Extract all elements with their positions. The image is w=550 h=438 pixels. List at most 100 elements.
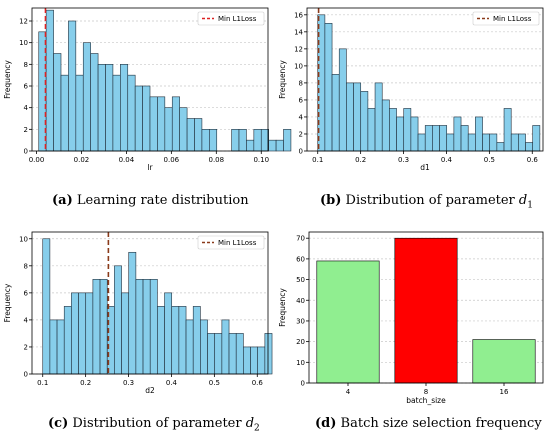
hist-bin-0-23	[209, 129, 218, 152]
hist-bin-1-3	[338, 48, 347, 152]
hist-bin-0-20	[186, 118, 195, 152]
hist-bin-2-1	[49, 319, 58, 375]
hist-bin-0-13	[134, 85, 143, 152]
hist-bin-1-4	[346, 82, 354, 152]
hist-bin-2-26	[228, 333, 237, 375]
xtick-label-0-1: 0.02	[74, 156, 90, 164]
ytick-label-3-30: 30	[296, 317, 305, 325]
caption-d-text: Batch size selection frequency	[340, 416, 542, 431]
ytick-label-3-40: 40	[296, 297, 305, 305]
hist-bin-1-11	[396, 116, 405, 152]
hist-bin-2-18	[171, 306, 180, 375]
ytick-label-1-6: 6	[299, 96, 304, 104]
ytick-label-2-2: 2	[24, 343, 28, 351]
hist-bin-2-2	[56, 319, 65, 375]
hist-bin-1-12	[403, 108, 412, 152]
hist-bin-1-17	[439, 125, 448, 152]
xtick-label-1-3: 0.4	[441, 156, 453, 164]
hist-bin-0-17	[164, 107, 173, 152]
xtick-label-2-2: 0.3	[123, 379, 134, 387]
ylabel-3: Frequency	[278, 288, 287, 327]
hist-bin-1-15	[424, 125, 433, 152]
xtick-label-2-1: 0.2	[80, 379, 91, 387]
ytick-label-2-4: 4	[24, 316, 29, 324]
hist-bin-2-17	[164, 292, 173, 375]
hist-bin-1-5	[353, 82, 362, 152]
xtick-label-1-5: 0.6	[527, 156, 539, 164]
legend-box-2	[197, 235, 265, 250]
hist-bin-0-11	[120, 64, 129, 152]
bar-batch-16	[472, 339, 536, 384]
hist-bin-1-24	[489, 133, 498, 152]
caption-b-text: Distribution of parameter	[345, 193, 519, 208]
hist-bin-2-29	[250, 346, 259, 375]
caption-c-sub: 2	[254, 423, 260, 434]
xtick-label-3-0: 4	[346, 388, 351, 396]
ytick-label-2-0: 0	[24, 371, 28, 379]
ytick-label-0-10: 10	[19, 39, 28, 47]
caption-b: (b) Distribution of parameter d1	[320, 193, 533, 211]
hist-bin-2-28	[243, 346, 251, 375]
hist-bin-2-22	[200, 319, 208, 375]
hist-bin-0-26	[231, 129, 240, 152]
hist-bin-2-19	[178, 306, 187, 375]
panel-d2-histogram: 0 2 4 6 8 10 0.1 0.2 0.3 0.4 0.5 0.6 Min L1Loss d2 Fre…	[3, 231, 273, 395]
panel-d1-histogram: 0 2 4 6 8 10 12 14 16 0.1 0.2 0.3 0.4 0.5 0.6 Min L1Los…	[278, 7, 544, 172]
hist-bin-2-11	[121, 292, 130, 375]
hist-bin-1-28	[518, 133, 526, 152]
ytick-label-3-60: 60	[296, 255, 305, 263]
caption-d-letter: (d)	[315, 416, 337, 431]
hist-bin-0-28	[246, 139, 255, 152]
ytick-label-1-0: 0	[299, 148, 303, 156]
xtick-label-1-0: 0.1	[312, 156, 323, 164]
hist-bin-1-10	[389, 108, 397, 152]
hist-bin-2-31	[264, 333, 273, 375]
hist-bin-2-8	[99, 279, 108, 375]
hist-bin-1-1	[324, 23, 333, 152]
hist-bin-1-18	[446, 133, 455, 152]
hist-bin-0-1	[45, 9, 54, 152]
xlabel-2: d2	[145, 386, 155, 395]
bar-batch-8	[394, 237, 458, 384]
ytick-label-1-2: 2	[299, 130, 303, 138]
xtick-label-2-0: 0.1	[37, 379, 48, 387]
hist-bin-0-15	[149, 96, 158, 152]
hist-bin-2-10	[114, 265, 122, 375]
hist-bin-2-5	[78, 292, 87, 375]
ytick-label-3-10: 10	[296, 359, 305, 367]
caption-a-text: Learning rate distribution	[76, 193, 249, 208]
caption-b-param: d	[518, 193, 528, 208]
hist-bin-2-14	[142, 279, 151, 375]
legend-label-2: Min L1Loss	[218, 239, 257, 247]
plot-frame-1	[306, 7, 544, 152]
hist-bin-0-3	[60, 74, 69, 152]
xtick-label-1-1: 0.2	[355, 156, 366, 164]
xlabel-1: d1	[420, 163, 430, 172]
ytick-label-1-16: 16	[294, 11, 303, 19]
hist-bin-1-14	[417, 133, 426, 152]
xtick-label-0-3: 0.06	[164, 156, 180, 164]
hist-bin-1-9	[381, 99, 390, 152]
hist-bin-1-16	[432, 125, 440, 152]
hist-bin-1-7	[367, 108, 376, 152]
xtick-label-3-1: 8	[424, 388, 428, 396]
hist-bin-2-25	[221, 319, 230, 375]
hist-bin-2-23	[207, 333, 216, 375]
caption-c-param: d	[245, 416, 255, 431]
hist-bin-0-18	[171, 96, 180, 152]
hist-bin-0-31	[268, 139, 277, 152]
ylabel-0: Frequency	[3, 60, 12, 99]
ytick-label-1-8: 8	[299, 79, 303, 87]
hist-bin-2-7	[92, 279, 101, 375]
ytick-label-1-10: 10	[294, 62, 303, 70]
hist-bin-0-30	[260, 129, 269, 152]
hist-bin-2-24	[214, 333, 223, 375]
ytick-label-0-4: 4	[24, 104, 29, 112]
caption-b-letter: (b)	[320, 193, 342, 208]
hist-bin-1-22	[475, 116, 483, 152]
hist-bin-1-26	[503, 108, 512, 152]
hist-bin-0-19	[179, 107, 188, 152]
hist-bin-2-6	[85, 292, 94, 375]
hist-bin-0-7	[90, 53, 99, 152]
legend-box-0	[197, 11, 265, 26]
